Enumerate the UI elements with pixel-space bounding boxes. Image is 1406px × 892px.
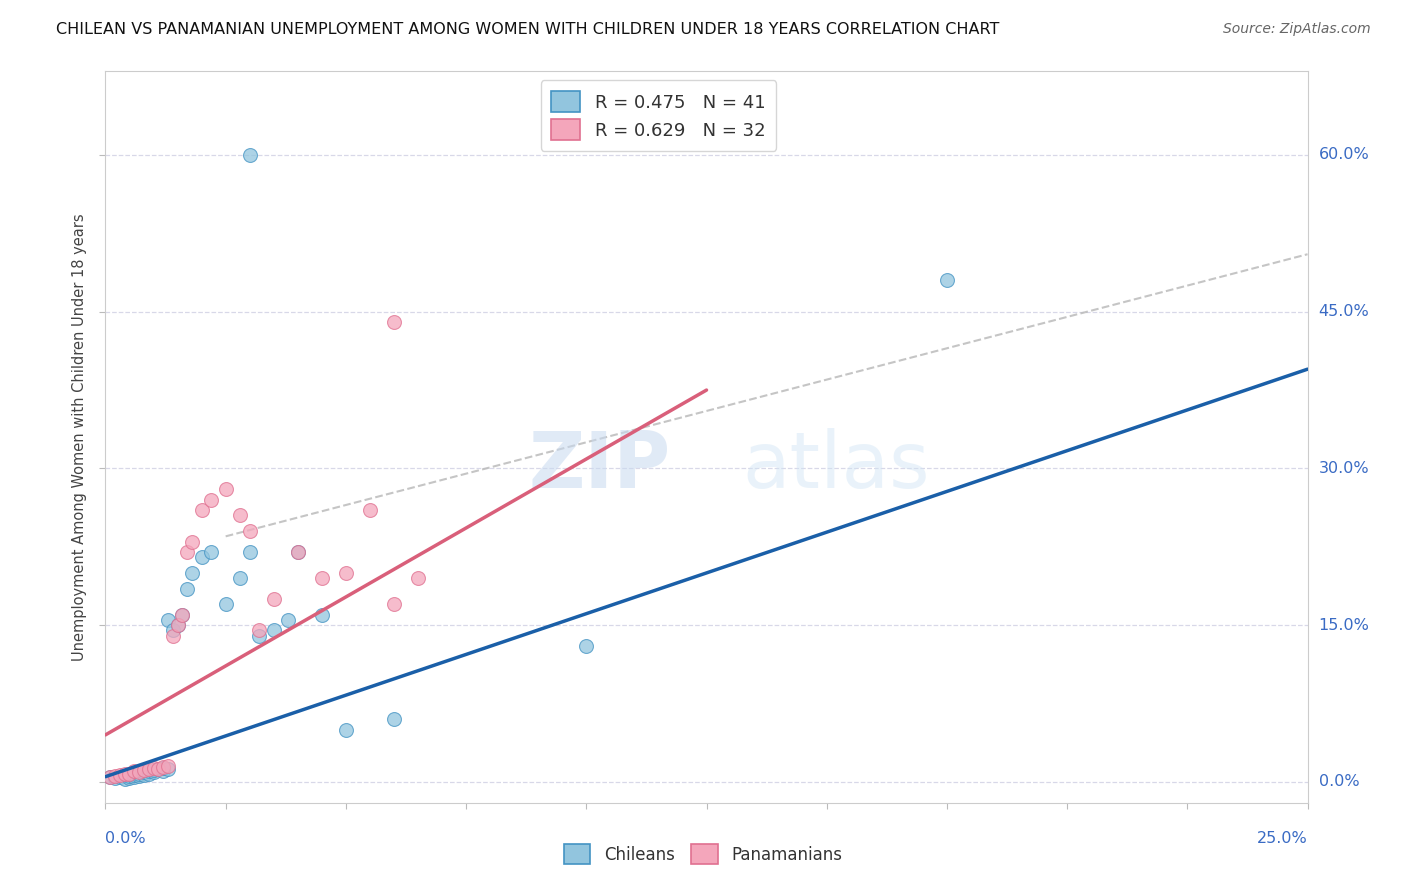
Text: 45.0%: 45.0% bbox=[1319, 304, 1369, 319]
Point bbox=[247, 624, 270, 638]
Point bbox=[108, 770, 131, 784]
Point bbox=[287, 545, 309, 559]
Point bbox=[382, 597, 405, 611]
Point bbox=[148, 763, 170, 777]
Point bbox=[239, 148, 262, 162]
Legend: R = 0.475   N = 41, R = 0.629   N = 32: R = 0.475 N = 41, R = 0.629 N = 32 bbox=[541, 80, 776, 151]
Point bbox=[128, 766, 150, 780]
Point bbox=[152, 764, 174, 779]
Point bbox=[335, 723, 357, 737]
Point bbox=[263, 624, 285, 638]
Y-axis label: Unemployment Among Women with Children Under 18 years: Unemployment Among Women with Children U… bbox=[72, 213, 87, 661]
Point bbox=[118, 771, 141, 785]
Point bbox=[104, 769, 127, 783]
Point bbox=[239, 524, 262, 538]
Point bbox=[132, 765, 155, 780]
Point bbox=[382, 712, 405, 726]
Point bbox=[156, 763, 179, 777]
Point bbox=[214, 597, 236, 611]
Point bbox=[200, 545, 222, 559]
Point bbox=[263, 592, 285, 607]
Point bbox=[166, 618, 188, 632]
Point bbox=[247, 629, 270, 643]
Point bbox=[382, 315, 405, 329]
Point bbox=[162, 624, 184, 638]
Point bbox=[311, 571, 333, 585]
Point bbox=[124, 764, 146, 779]
Point bbox=[172, 607, 194, 622]
Point bbox=[176, 582, 198, 596]
Point bbox=[162, 629, 184, 643]
Point bbox=[118, 769, 141, 783]
Point bbox=[200, 492, 222, 507]
Point bbox=[239, 545, 262, 559]
Point bbox=[128, 769, 150, 783]
Point bbox=[132, 764, 155, 778]
Point bbox=[156, 613, 179, 627]
Point bbox=[132, 767, 155, 781]
Point bbox=[214, 483, 236, 497]
Point bbox=[104, 771, 127, 785]
Point bbox=[406, 571, 429, 585]
Point bbox=[152, 761, 174, 775]
Legend: Chileans, Panamanians: Chileans, Panamanians bbox=[557, 838, 849, 871]
Text: 0.0%: 0.0% bbox=[1319, 774, 1360, 789]
Point bbox=[229, 508, 252, 523]
Point bbox=[124, 767, 146, 781]
Text: 0.0%: 0.0% bbox=[105, 830, 146, 846]
Text: Source: ZipAtlas.com: Source: ZipAtlas.com bbox=[1223, 22, 1371, 37]
Point bbox=[108, 767, 131, 781]
Text: ZIP: ZIP bbox=[529, 428, 671, 504]
Point bbox=[359, 503, 381, 517]
Point bbox=[114, 766, 136, 780]
Point bbox=[138, 763, 160, 777]
Point bbox=[181, 566, 204, 580]
Point bbox=[287, 545, 309, 559]
Point bbox=[138, 764, 160, 779]
Point bbox=[190, 503, 212, 517]
Point bbox=[172, 607, 194, 622]
Point bbox=[335, 566, 357, 580]
Point bbox=[142, 764, 165, 778]
Point bbox=[138, 766, 160, 780]
Point bbox=[190, 550, 212, 565]
Point bbox=[148, 763, 170, 777]
Point bbox=[98, 770, 121, 784]
Point bbox=[229, 571, 252, 585]
Point bbox=[181, 534, 204, 549]
Point bbox=[142, 761, 165, 775]
Point bbox=[124, 770, 146, 784]
Point bbox=[114, 772, 136, 786]
Text: 60.0%: 60.0% bbox=[1319, 147, 1369, 162]
Point bbox=[118, 766, 141, 780]
Text: 15.0%: 15.0% bbox=[1319, 617, 1369, 632]
Text: 30.0%: 30.0% bbox=[1319, 461, 1369, 476]
Point bbox=[156, 759, 179, 773]
Point bbox=[166, 618, 188, 632]
Point bbox=[152, 760, 174, 774]
Point bbox=[311, 607, 333, 622]
Point bbox=[176, 545, 198, 559]
Text: atlas: atlas bbox=[742, 428, 931, 504]
Point bbox=[936, 273, 959, 287]
Point bbox=[98, 770, 121, 784]
Point bbox=[277, 613, 299, 627]
Point bbox=[142, 765, 165, 780]
Text: CHILEAN VS PANAMANIAN UNEMPLOYMENT AMONG WOMEN WITH CHILDREN UNDER 18 YEARS CORR: CHILEAN VS PANAMANIAN UNEMPLOYMENT AMONG… bbox=[56, 22, 1000, 37]
Text: 25.0%: 25.0% bbox=[1257, 830, 1308, 846]
Point bbox=[128, 765, 150, 780]
Point bbox=[575, 639, 598, 653]
